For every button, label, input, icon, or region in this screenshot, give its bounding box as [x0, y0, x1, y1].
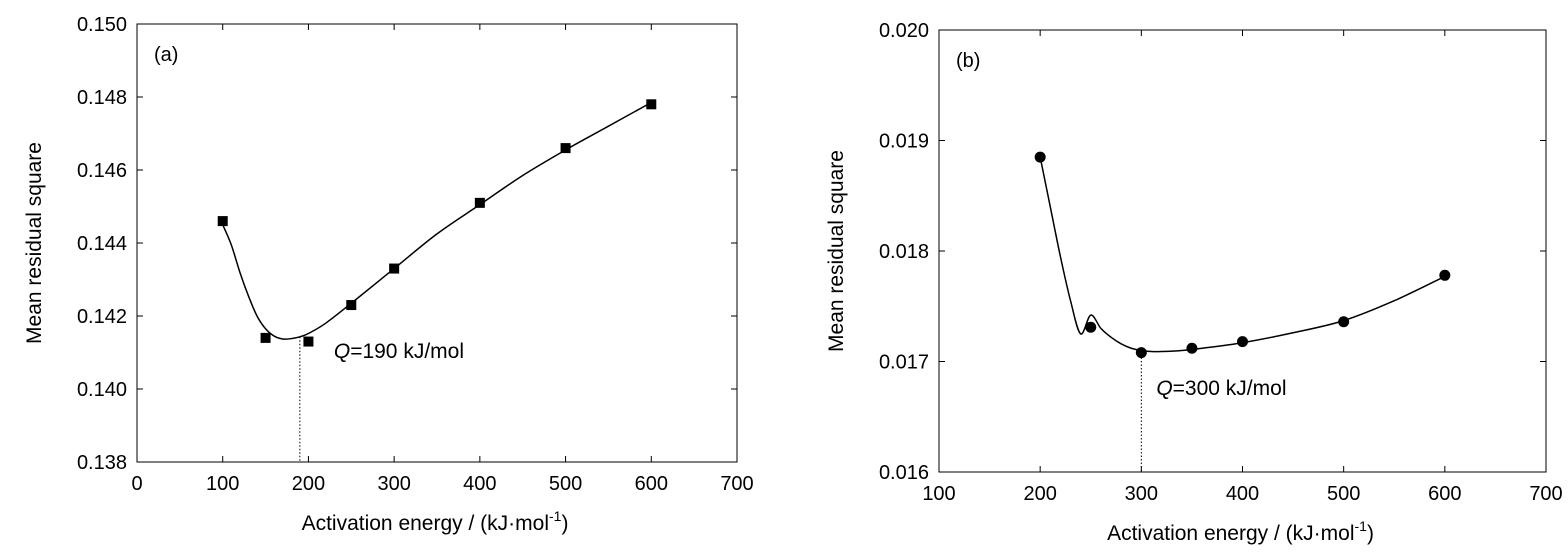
x-tick-label: 700 [1529, 483, 1562, 505]
data-point [646, 99, 657, 110]
data-point [1237, 336, 1248, 348]
x-tick-label: 400 [463, 473, 496, 495]
data-point [1439, 269, 1451, 281]
x-tick-label: 200 [1023, 483, 1056, 505]
plot-frame [136, 23, 738, 463]
y-tick-label: 0.019 [879, 131, 929, 153]
x-tick-label: 500 [1327, 483, 1360, 505]
chart-panel-a: 0 100 200 300 400 500 600 700 0.138 0.140 0.142 0.1… [23, 14, 754, 535]
y-tick-label: 0.140 [77, 379, 127, 401]
data-point [346, 300, 357, 311]
panel-label: (b) [956, 50, 980, 72]
y-tick-label: 0.018 [879, 241, 929, 263]
y-tick-label: 0.138 [77, 452, 127, 474]
y-tick-label: 0.016 [879, 462, 929, 484]
x-tick-label: 300 [1125, 483, 1158, 505]
data-point [1338, 316, 1350, 328]
x-tick-label: 500 [549, 473, 582, 495]
data-point [389, 263, 400, 274]
y-tick-label: 0.146 [77, 160, 127, 182]
x-axis-title: Activation energy / (kJ·mol-1) [1107, 518, 1374, 545]
x-tick-label: 0 [131, 473, 142, 495]
data-point [1034, 151, 1046, 163]
annotation-text: Q=190 kJ/mol [334, 340, 464, 363]
y-tick-label: 0.150 [77, 14, 127, 36]
data-point [260, 332, 271, 343]
data-point [1135, 347, 1147, 359]
data-point [560, 143, 571, 154]
data-point [474, 197, 485, 208]
fit-curve [1039, 156, 1446, 353]
x-tick-label: 600 [635, 473, 668, 495]
x-tick-label: 100 [206, 473, 239, 495]
y-axis-title: Mean residual square [23, 142, 46, 344]
data-point [1085, 321, 1097, 333]
panel-label: (a) [154, 44, 178, 66]
x-tick-label: 100 [922, 483, 955, 505]
y-tick-label: 0.144 [77, 233, 127, 255]
chart-panel-b: 100 200 300 400 500 600 700 0.016 0.017 0.018 0.01… [825, 20, 1563, 545]
fit-curve [222, 101, 652, 340]
x-tick-label: 300 [377, 473, 410, 495]
y-tick-label: 0.017 [879, 352, 929, 374]
x-tick-label: 200 [292, 473, 325, 495]
y-tick-label: 0.142 [77, 306, 127, 328]
annotation-text: Q=300 kJ/mol [1156, 377, 1286, 400]
data-point [1186, 342, 1198, 354]
y-tick-label: 0.148 [77, 87, 127, 109]
y-axis-title: Mean residual square [825, 150, 848, 352]
x-tick-label: 400 [1226, 483, 1259, 505]
x-tick-label: 700 [720, 473, 753, 495]
x-tick-label: 600 [1428, 483, 1461, 505]
plot-frame [938, 29, 1547, 473]
y-tick-label: 0.020 [879, 20, 929, 42]
data-point [303, 336, 314, 347]
data-point [217, 216, 228, 227]
x-axis-title: Activation energy / (kJ·mol-1) [302, 508, 569, 535]
